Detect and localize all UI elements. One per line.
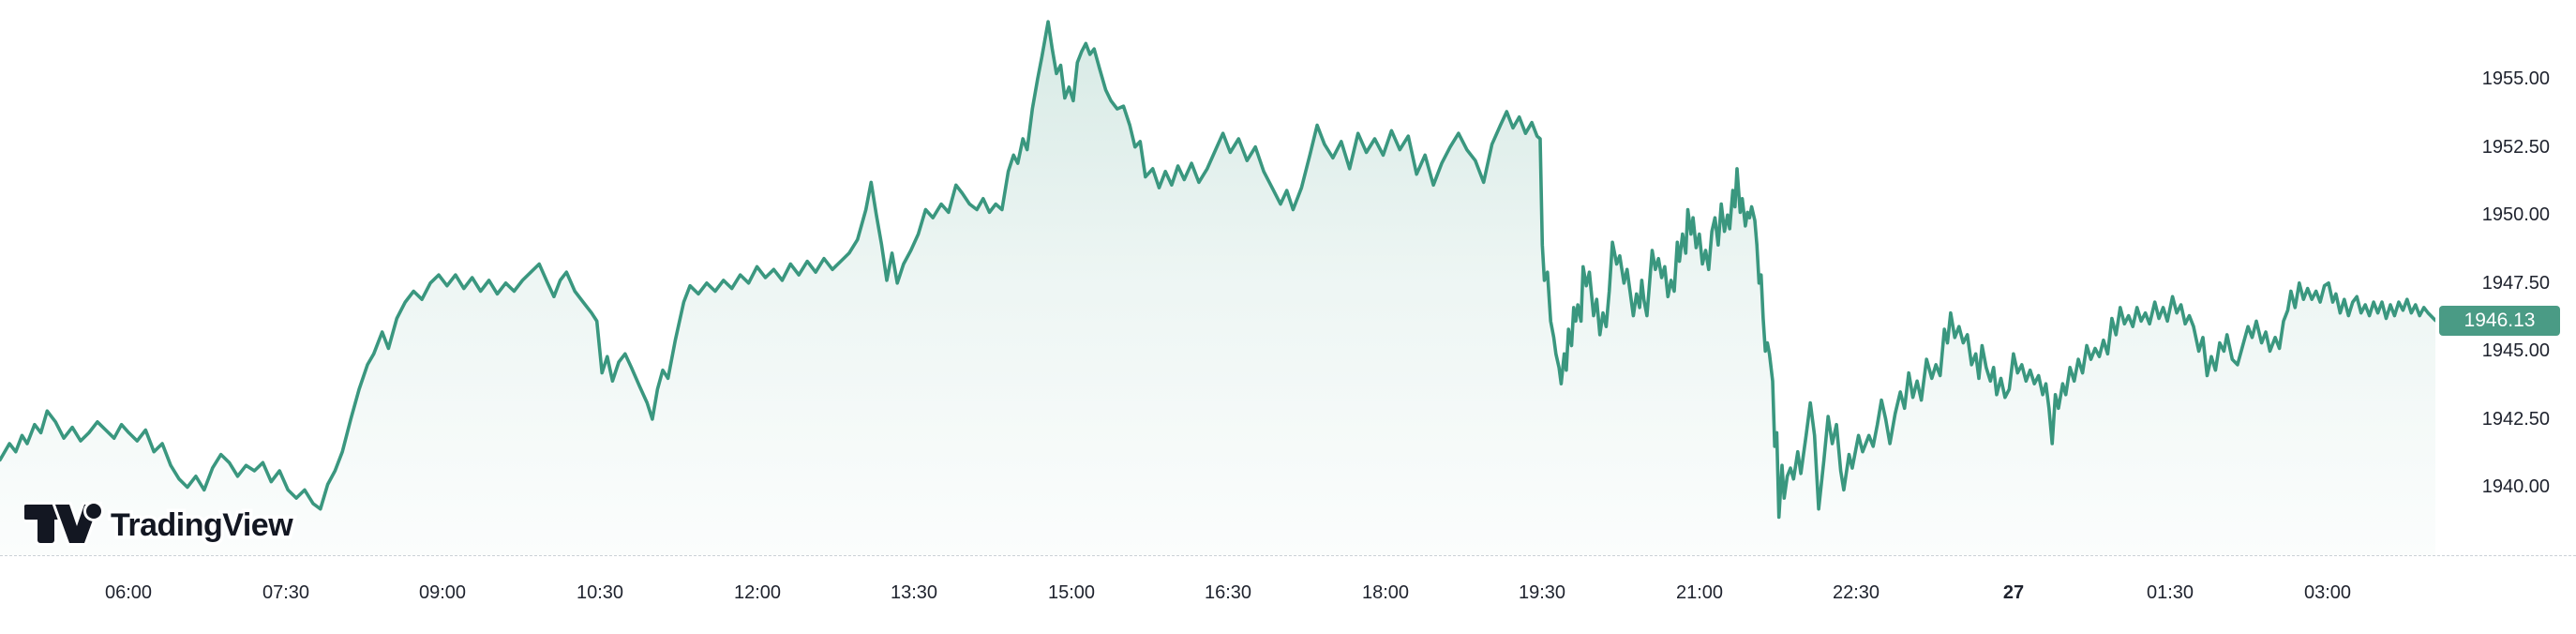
time-tick-label: 07:30 bbox=[262, 582, 310, 603]
last-price-badge: 1946.13 bbox=[2439, 306, 2560, 336]
tradingview-logo-text: TradingView bbox=[111, 507, 293, 543]
time-tick-label: 06:00 bbox=[104, 582, 153, 603]
time-tick-label: 21:00 bbox=[1675, 582, 1724, 603]
price-area-chart[interactable] bbox=[0, 0, 2435, 555]
time-axis-separator bbox=[0, 555, 2576, 556]
time-tick-label: 16:30 bbox=[1204, 582, 1252, 603]
time-tick-label: 01:30 bbox=[2146, 582, 2194, 603]
time-tick-label: 09:00 bbox=[418, 582, 467, 603]
price-tick-label: 1940.00 bbox=[2481, 476, 2550, 497]
tradingview-logo-mark bbox=[24, 501, 104, 546]
time-tick-label: 10:30 bbox=[576, 582, 624, 603]
tradingview-logo[interactable]: TradingView bbox=[24, 501, 347, 546]
price-tick-label: 1947.50 bbox=[2481, 273, 2550, 294]
time-tick-label: 12:00 bbox=[733, 582, 782, 603]
price-tick-label: 1950.00 bbox=[2481, 204, 2550, 225]
price-line bbox=[0, 20, 2435, 520]
price-tick-label: 1942.50 bbox=[2481, 409, 2550, 430]
time-tick-label: 18:00 bbox=[1361, 582, 1410, 603]
price-tick-label: 1952.50 bbox=[2481, 137, 2550, 158]
date-tick-label: 27 bbox=[2002, 582, 2025, 603]
time-tick-label: 15:00 bbox=[1047, 582, 1096, 603]
time-tick-label: 13:30 bbox=[890, 582, 938, 603]
time-tick-label: 22:30 bbox=[1832, 582, 1880, 603]
price-tick-label: 1955.00 bbox=[2481, 68, 2550, 89]
time-tick-label: 19:30 bbox=[1518, 582, 1566, 603]
time-tick-label: 03:00 bbox=[2303, 582, 2352, 603]
price-tick-label: 1945.00 bbox=[2481, 340, 2550, 361]
area-fill bbox=[0, 22, 2435, 555]
